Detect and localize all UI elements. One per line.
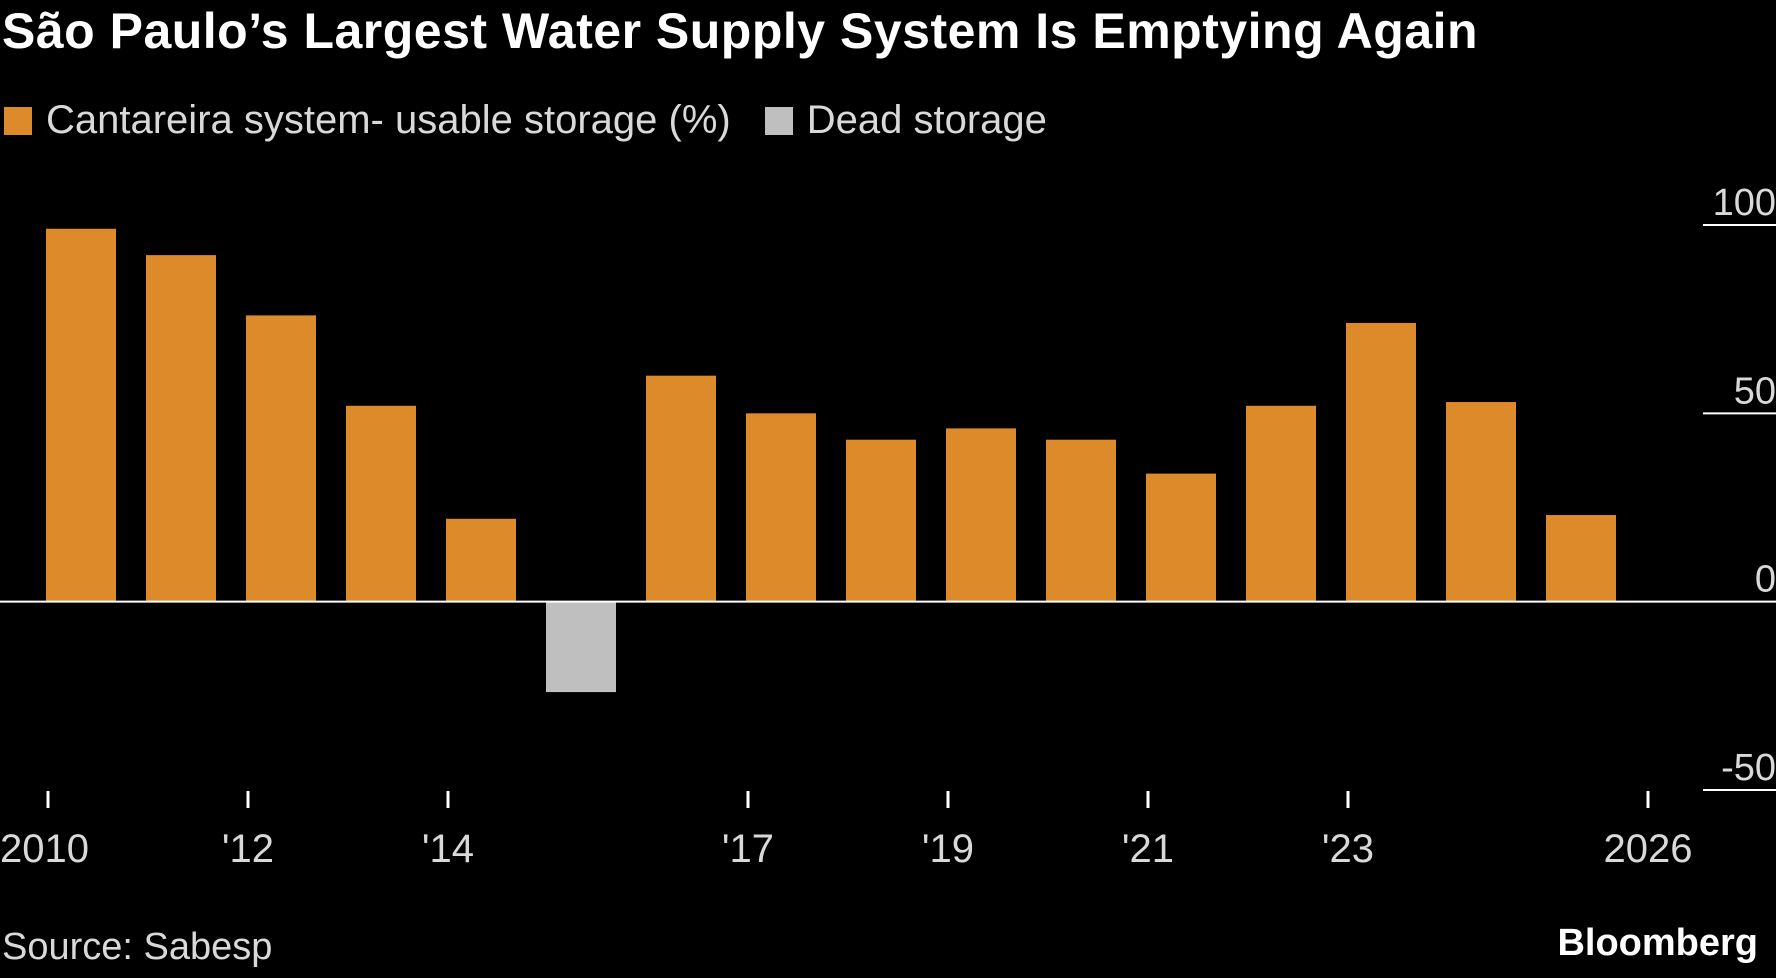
xtick-label: '19 — [922, 827, 974, 871]
ytick-label: 50 — [1734, 370, 1776, 412]
ytick-label: 0 — [1755, 559, 1776, 601]
source-note: Source: Sabesp — [2, 926, 273, 968]
bar-usable-2019 — [946, 428, 1016, 602]
bar-usable-2020 — [1046, 439, 1116, 602]
bar-usable-2011 — [146, 255, 216, 602]
bar-usable-2010 — [46, 228, 116, 602]
xtick-label: '17 — [722, 827, 774, 871]
xtick-label: '12 — [222, 827, 274, 871]
bloomberg-logo: Bloomberg — [1557, 922, 1758, 964]
legend-swatch-dead — [764, 106, 793, 135]
bar-usable-2018 — [846, 439, 916, 602]
bar-usable-2012 — [246, 315, 316, 602]
legend-swatch-usable — [4, 106, 32, 135]
ytick-label: 100 — [1713, 182, 1776, 224]
xtick-label: '14 — [422, 827, 474, 871]
bar-usable-2022 — [1246, 405, 1316, 602]
xtick-label: 2010 — [0, 827, 89, 871]
bar-usable-2023 — [1346, 322, 1416, 602]
xtick-label: '21 — [1122, 827, 1174, 871]
bar-usable-2016 — [646, 375, 716, 602]
bar-usable-2021 — [1146, 473, 1216, 602]
bar-dead-2015 — [546, 601, 616, 693]
bar-usable-2013 — [346, 405, 416, 602]
legend-label-usable: Cantareira system- usable storage (%) — [46, 98, 731, 142]
legend-label-dead: Dead storage — [806, 98, 1047, 142]
xtick-label: 2026 — [1604, 827, 1693, 871]
legend-item-usable: Cantareira system- usable storage (%) — [4, 98, 731, 143]
bar-usable-2017 — [746, 413, 816, 602]
legend: Cantareira system- usable storage (%) De… — [4, 98, 1081, 143]
xtick-label: '23 — [1322, 827, 1374, 871]
ytick-label: -50 — [1721, 747, 1776, 789]
chart-title: São Paulo’s Largest Water Supply System … — [2, 3, 1479, 59]
bar-usable-2025 — [1546, 515, 1616, 602]
legend-item-dead: Dead storage — [764, 98, 1047, 143]
bar-usable-2014 — [446, 518, 516, 602]
bar-usable-2024 — [1446, 402, 1516, 602]
